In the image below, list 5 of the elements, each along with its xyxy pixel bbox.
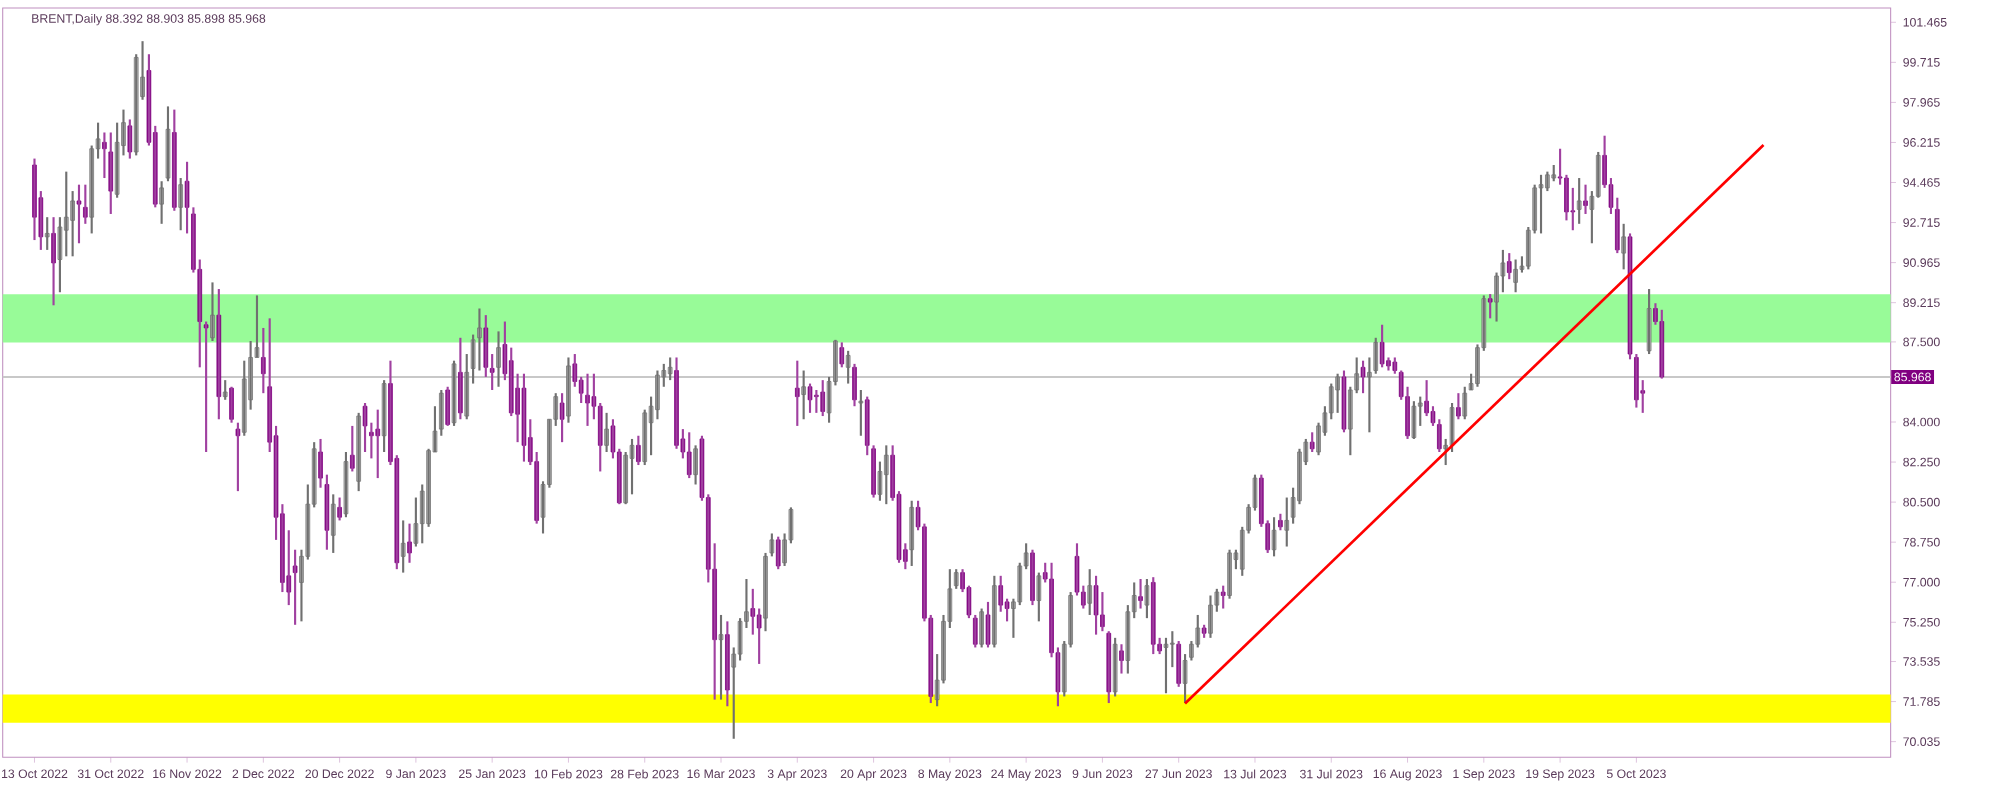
candlestick [985,600,991,649]
candlestick [718,613,724,701]
candlestick [76,183,82,245]
candlestick [1538,173,1544,235]
candlestick [1360,359,1366,395]
